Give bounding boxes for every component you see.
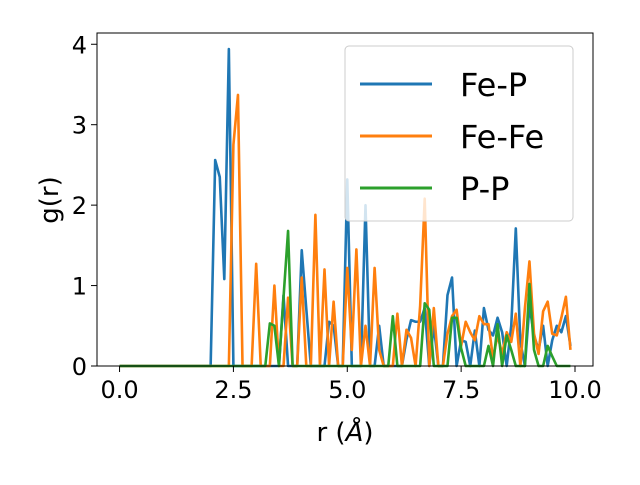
legend-label: Fe-P (460, 66, 527, 104)
y-axis-ticks: 0 1 2 3 4 (72, 31, 97, 381)
plot-frame (96, 32, 594, 367)
y-tick-label: 1 (72, 273, 87, 301)
y-tick-label: 3 (72, 112, 87, 140)
y-tick-label: 0 (72, 353, 87, 381)
x-tick-label: 7.5 (442, 376, 480, 404)
y-tick-label: 4 (72, 31, 87, 59)
legend-frame (344, 45, 574, 222)
x-axis-ticks: 0.0 2.5 5.0 7.5 10.0 (100, 366, 602, 404)
legend-label: P-P (460, 170, 509, 208)
x-tick-label: 5.0 (328, 376, 366, 404)
y-tick-label: 2 (72, 192, 87, 220)
legend-label: Fe-Fe (460, 118, 544, 156)
x-axis-label: r (Å) (316, 416, 373, 448)
x-tick-label: 10.0 (548, 376, 601, 404)
legend: Fe-P Fe-Fe P-P (344, 45, 574, 222)
y-axis-label: g(r) (35, 176, 65, 223)
x-tick-label: 2.5 (214, 376, 252, 404)
x-tick-label: 0.0 (100, 376, 138, 404)
axes-layer (96, 32, 594, 367)
